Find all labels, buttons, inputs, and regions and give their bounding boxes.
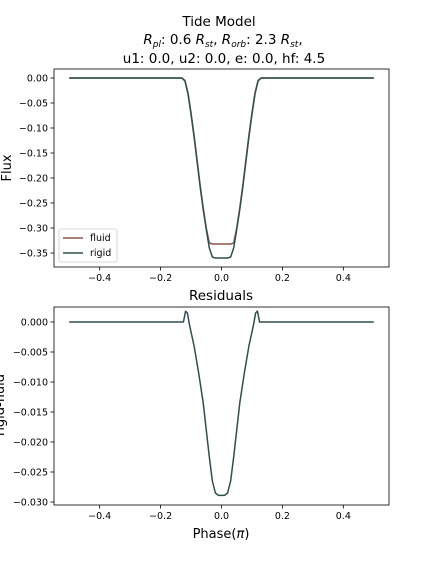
residuals-x-tick-label: 0.4 <box>336 511 351 522</box>
r-st-symbol-1: R <box>196 32 205 48</box>
flux-x-tick-label: −0.2 <box>149 273 172 284</box>
figure-subtitle-params: u1: 0.0, u2: 0.0, e: 0.0, hf: 4.5 <box>123 51 325 67</box>
residuals-x-tick-label: −0.4 <box>88 511 111 522</box>
residuals-y-tick-label: −0.030 <box>13 498 48 509</box>
residuals-plot-frame <box>53 306 390 506</box>
flux-line-fluid <box>69 77 374 245</box>
residuals-title: Residuals <box>189 288 253 304</box>
flux-y-tick-label: −0.30 <box>19 224 48 235</box>
legend-label-fluid: fluid <box>90 233 111 244</box>
flux-x-tick-label: −0.4 <box>88 273 111 284</box>
flux-y-tick-label: −0.05 <box>19 99 48 110</box>
flux-panel: −0.4 −0.2 0.0 0.2 0.4 0.00 −0.05 −0.10 −0.15 −0.2… <box>0 68 390 285</box>
figure-subtitle-radii: Rpl: 0.6 Rst, Rorb: 2.3 Rst, <box>143 32 302 50</box>
residuals-ticks: −0.4 −0.2 0.0 0.2 0.4 0.000 −0.005 −0.010 −0.015… <box>13 318 351 523</box>
r-orb-symbol: R <box>222 32 231 48</box>
flux-y-tick-label: −0.25 <box>19 199 48 210</box>
residuals-lines <box>69 310 374 497</box>
residuals-y-tick-label: −0.020 <box>13 438 48 449</box>
comma-1: , <box>213 32 222 48</box>
residuals-panel: Residuals −0.4 −0.2 0.0 0.2 0.40.000−0.005−0… <box>0 288 390 542</box>
residuals-y-tick-label: −0.010 <box>13 378 48 389</box>
r-st-symbol-2: R <box>281 32 290 48</box>
flux-ticks: −0.4 −0.2 0.0 0.2 0.4 0.00 −0.05 −0.10 −0.15 −0.2… <box>19 74 351 285</box>
r-orb-value: : 2.3 <box>246 32 281 48</box>
flux-y-tick-label: 0.00 <box>27 74 48 85</box>
flux-x-tick-label: 0.0 <box>214 273 229 284</box>
phase-x-label: Phase(π) <box>193 527 250 542</box>
legend: fluid rigid <box>58 228 118 263</box>
residuals-line-residual <box>69 310 374 497</box>
residuals-y-tick-label: −0.015 <box>13 408 48 419</box>
r-st-subscript-1: st <box>205 40 214 50</box>
flux-y-label: Flux <box>0 154 15 181</box>
flux-x-tick-label: 0.4 <box>336 273 351 284</box>
residuals-y-label: rigid-fluid <box>0 374 8 436</box>
residuals-x-tick-label: 0.2 <box>275 511 290 522</box>
flux-x-tick-label: 0.2 <box>275 273 290 284</box>
residuals-x-tick-label: −0.2 <box>149 511 172 522</box>
r-pl-subscript: pl <box>152 40 162 50</box>
residuals-y-tick-label: −0.025 <box>13 468 48 479</box>
flux-y-tick-label: −0.35 <box>19 249 48 260</box>
residuals-x-tick-label: 0.0 <box>214 511 229 522</box>
r-st-subscript-2: st <box>290 40 299 50</box>
flux-y-tick-label: −0.10 <box>19 124 48 135</box>
flux-lines <box>69 77 374 259</box>
comma-2: , <box>298 32 302 48</box>
legend-label-rigid: rigid <box>90 248 111 259</box>
r-pl-symbol: R <box>143 32 152 48</box>
flux-y-tick-label: −0.20 <box>19 174 48 185</box>
r-pl-value: : 0.6 <box>161 32 196 48</box>
figure-title: Tide Model <box>181 14 255 30</box>
flux-y-tick-label: −0.15 <box>19 149 48 160</box>
flux-line-rigid <box>69 77 374 259</box>
r-orb-subscript: orb <box>231 40 246 50</box>
residuals-y-tick-label: 0.000 <box>21 318 48 329</box>
residuals-y-tick-label: −0.005 <box>13 348 48 359</box>
